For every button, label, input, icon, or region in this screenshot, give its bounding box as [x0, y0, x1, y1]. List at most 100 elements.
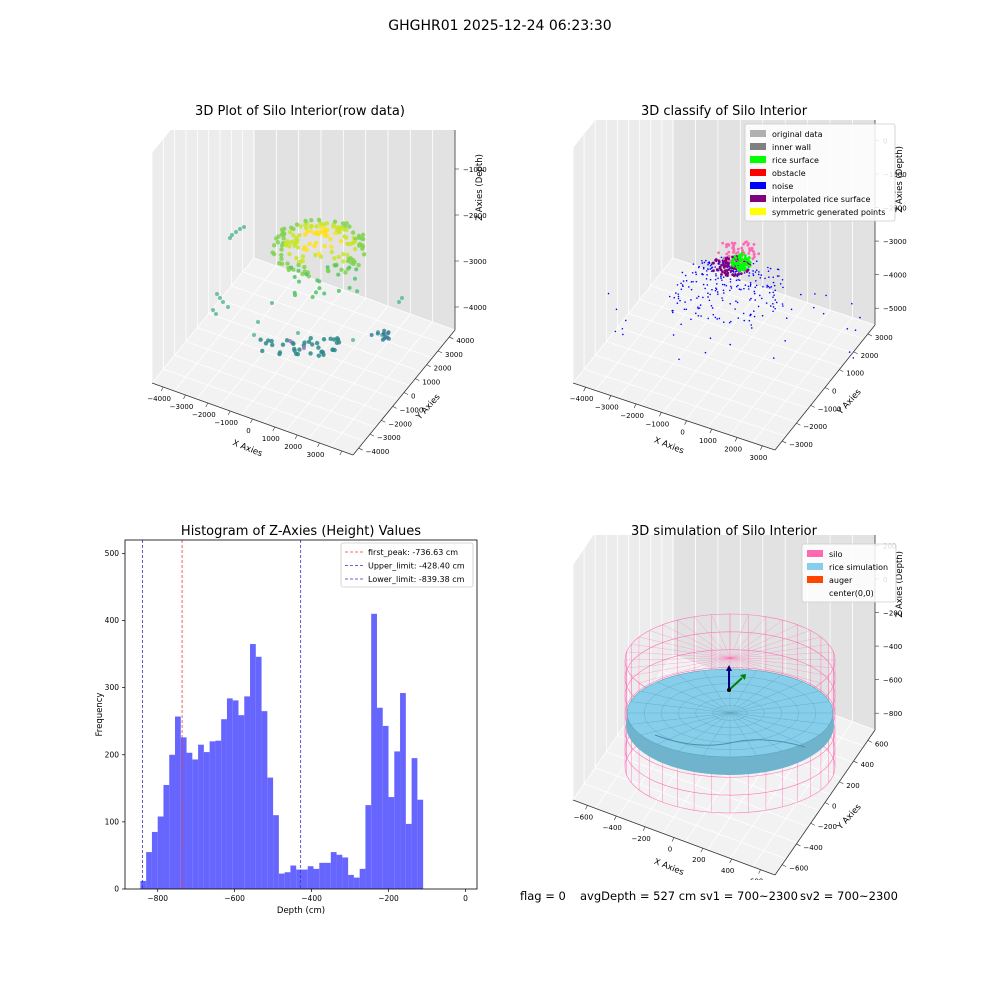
plot4-x-tick [614, 815, 617, 821]
plot2-noise-point [743, 319, 746, 322]
plot3-bar [180, 737, 187, 889]
plot3-bar [140, 880, 147, 889]
plot1-rice-point [303, 225, 309, 231]
plot3-bar [400, 693, 406, 889]
plot1-rice-point [315, 230, 320, 235]
plot3-legend-frame [340, 542, 474, 588]
plot2-noise-point [744, 284, 747, 286]
plot1-rice-point [332, 219, 338, 224]
plot1-floor-point [314, 340, 320, 346]
plot4-simulation3d: −600 −400 −200 0 200 400 600 600 400 200 0 −200 −400… [572, 535, 905, 880]
plot2-noise-point [710, 305, 713, 307]
plot2-noise-point [678, 358, 680, 361]
figure-suptitle: GHGHR01 2025-12-24 06:23:30 [388, 18, 612, 34]
plot2-noise-point [707, 292, 709, 294]
plot2-noise-point [695, 273, 698, 276]
plot1-floor-point [308, 336, 313, 341]
plot1-y-tick-label: −3000 [377, 434, 401, 442]
plot1-rice-point [349, 260, 354, 265]
plot2-interp-point [715, 268, 719, 272]
plot3-bar [261, 711, 268, 889]
plot1-rice-point [326, 268, 331, 274]
plot3-bar [192, 759, 199, 889]
plot4-silo-roof-line [729, 651, 834, 659]
plot1-x-tick-label: 2000 [284, 443, 302, 451]
plot4-x-tick-label: 400 [721, 867, 734, 875]
plot4-silo-roof-line [662, 624, 731, 659]
plot2-noise-point [717, 277, 719, 280]
plot2-noise-point [697, 295, 700, 298]
plot2-noise-point [782, 305, 784, 307]
plot2-noise-point [698, 307, 701, 309]
plot2-noise-point [711, 288, 713, 291]
plot4-grid-line [595, 767, 798, 844]
plot2-grid-line [640, 280, 741, 406]
plot2-noise-point [690, 318, 692, 321]
plot1-floor-point [266, 338, 271, 343]
plot2-noise-point [680, 288, 683, 291]
plot2-x-tick-label: −3000 [595, 404, 619, 412]
plot2-wall-point [732, 247, 736, 250]
plot3-bar [348, 874, 354, 889]
plot2-noise-point [735, 300, 737, 302]
plot2-noise-point [720, 275, 722, 278]
plot1-y-tick [392, 406, 397, 409]
plot2-noise-point [772, 281, 775, 284]
plot2-noise-point [762, 285, 764, 288]
plot2-noise-point [757, 305, 760, 308]
plot1-rice-point [361, 252, 367, 257]
plot2-noise-point [754, 299, 757, 301]
plot2-legend-label: original data [772, 130, 823, 139]
plot2-noise-point [852, 357, 855, 359]
plot2-noise-point [691, 271, 694, 274]
plot3-y-tick-label: 400 [105, 616, 120, 625]
plot4-rice-mesh [729, 712, 782, 752]
plot3-bar [255, 656, 262, 889]
plot1-rice-point [344, 221, 349, 226]
plot2-noise-point [681, 271, 684, 274]
plot2-noise-point [758, 271, 760, 273]
plot2-noise-point [622, 333, 624, 336]
plot2-grid-line [661, 271, 865, 340]
plot1-x-tick [250, 418, 253, 424]
plot1-rice-point [300, 271, 305, 277]
plot2-legend-swatch [750, 195, 766, 202]
plot2-y-tick-label: 3000 [875, 334, 893, 342]
plot2-noise-point [716, 291, 719, 293]
plot2-rice-point [732, 261, 736, 265]
plot2-noise-point [772, 276, 775, 279]
plot1-y-tick-label: −2000 [388, 420, 412, 428]
plot2-rice-point [740, 251, 744, 255]
plot4-legend-swatch [807, 563, 823, 570]
plot2-noise-point [671, 311, 674, 314]
plot1-rice-point [340, 221, 346, 226]
plot2-noise-point [747, 285, 750, 288]
plot3-bar [215, 740, 222, 889]
plot3-bar [382, 725, 389, 889]
plot1-z-tick-label: −3000 [463, 258, 487, 266]
plot3-x-axis-label: Depth (cm) [277, 906, 325, 916]
plot2-noise-point [769, 305, 772, 307]
plot4-rice-mesh [729, 681, 803, 714]
plot2-noise-point [728, 321, 731, 324]
plot1-rice-point [357, 241, 362, 247]
plot2-x-tick-label: 1000 [699, 437, 717, 445]
plot3-bar [307, 866, 314, 889]
plot4-silo-roof-line [729, 614, 749, 659]
plot2-rice-point [734, 257, 738, 260]
plot1-y-tick-label: 0 [411, 393, 415, 401]
plot1-rice-point [343, 270, 348, 275]
plot1-rice-point [355, 289, 360, 294]
plot2-noise-point [690, 288, 693, 291]
plot1-x-tick-label: 4000 [329, 459, 347, 460]
plot2-noise-point [859, 316, 861, 319]
plot1-floor-point [385, 331, 390, 336]
plot2-noise-point [738, 288, 741, 290]
plot2-noise-point [779, 283, 782, 285]
plot3-legend-label: Upper_limit: -428.40 cm [368, 562, 465, 571]
plot4-z-axis-label: Z Axies (Depth) [895, 551, 905, 618]
plot2-noise-point [825, 294, 827, 297]
plot2-noise-point [705, 278, 708, 280]
plot2-noise-point [750, 297, 752, 300]
plot1-floor-point [321, 337, 327, 342]
